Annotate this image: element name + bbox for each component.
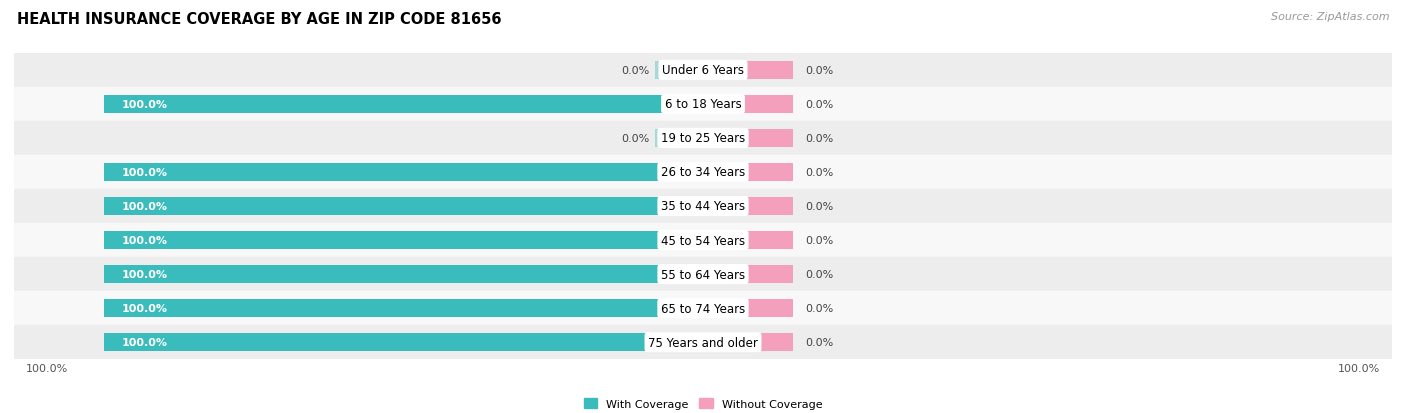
Text: 19 to 25 Years: 19 to 25 Years: [661, 132, 745, 145]
Text: 100.0%: 100.0%: [122, 235, 167, 245]
Text: Under 6 Years: Under 6 Years: [662, 64, 744, 77]
Text: 55 to 64 Years: 55 to 64 Years: [661, 268, 745, 281]
Bar: [14, 88, 1392, 121]
Text: 26 to 34 Years: 26 to 34 Years: [661, 166, 745, 179]
Bar: [703, 299, 793, 317]
Bar: [104, 96, 703, 114]
Bar: [14, 257, 1392, 292]
Text: 0.0%: 0.0%: [804, 269, 834, 280]
Text: 0.0%: 0.0%: [804, 304, 834, 313]
Text: 100.0%: 100.0%: [27, 363, 69, 373]
Text: 0.0%: 0.0%: [804, 100, 834, 109]
Bar: [104, 198, 703, 215]
Bar: [703, 198, 793, 215]
Text: 75 Years and older: 75 Years and older: [648, 336, 758, 349]
Bar: [104, 334, 703, 351]
Bar: [703, 130, 793, 147]
Text: 100.0%: 100.0%: [122, 202, 167, 211]
Bar: [104, 299, 703, 317]
Text: 0.0%: 0.0%: [804, 337, 834, 347]
Text: 100.0%: 100.0%: [122, 304, 167, 313]
Text: 6 to 18 Years: 6 to 18 Years: [665, 98, 741, 111]
Bar: [703, 232, 793, 249]
Text: 35 to 44 Years: 35 to 44 Years: [661, 200, 745, 213]
Text: 100.0%: 100.0%: [122, 337, 167, 347]
Bar: [703, 96, 793, 114]
Bar: [703, 266, 793, 283]
Bar: [14, 156, 1392, 190]
Text: 0.0%: 0.0%: [621, 133, 650, 144]
Text: 100.0%: 100.0%: [122, 100, 167, 109]
Bar: [14, 223, 1392, 257]
Bar: [655, 62, 703, 79]
Text: 0.0%: 0.0%: [621, 66, 650, 76]
Bar: [14, 292, 1392, 325]
Text: 0.0%: 0.0%: [804, 133, 834, 144]
Bar: [703, 164, 793, 181]
Text: 0.0%: 0.0%: [804, 168, 834, 178]
Bar: [655, 130, 703, 147]
Bar: [14, 121, 1392, 156]
Bar: [703, 334, 793, 351]
Bar: [104, 232, 703, 249]
Text: Source: ZipAtlas.com: Source: ZipAtlas.com: [1271, 12, 1389, 22]
Legend: With Coverage, Without Coverage: With Coverage, Without Coverage: [583, 399, 823, 409]
Bar: [104, 266, 703, 283]
Text: 100.0%: 100.0%: [122, 168, 167, 178]
Text: 0.0%: 0.0%: [804, 235, 834, 245]
Bar: [14, 54, 1392, 88]
Text: 65 to 74 Years: 65 to 74 Years: [661, 302, 745, 315]
Bar: [14, 190, 1392, 223]
Text: 0.0%: 0.0%: [804, 66, 834, 76]
Text: 45 to 54 Years: 45 to 54 Years: [661, 234, 745, 247]
Bar: [703, 62, 793, 79]
Bar: [104, 164, 703, 181]
Text: 0.0%: 0.0%: [804, 202, 834, 211]
Bar: [14, 325, 1392, 359]
Text: 100.0%: 100.0%: [122, 269, 167, 280]
Text: HEALTH INSURANCE COVERAGE BY AGE IN ZIP CODE 81656: HEALTH INSURANCE COVERAGE BY AGE IN ZIP …: [17, 12, 502, 27]
Text: 100.0%: 100.0%: [1337, 363, 1379, 373]
